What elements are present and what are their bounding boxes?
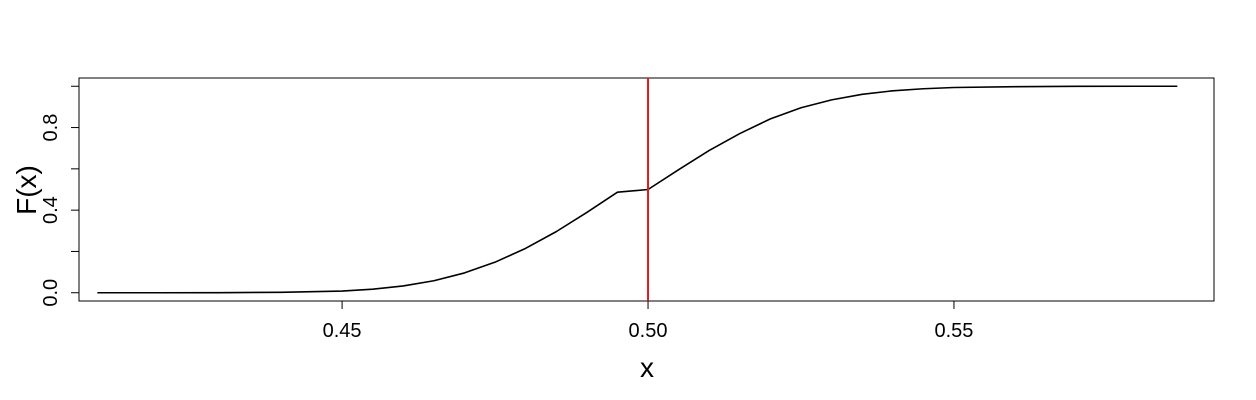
x-axis: 0.45 0.50 0.55	[323, 301, 973, 342]
cdf-line	[97, 85, 1178, 294]
series-layer	[97, 85, 1178, 294]
y-axis-title: F(x)	[11, 165, 42, 215]
x-tick-label: 0.55	[934, 320, 973, 342]
x-tick-label: 0.50	[629, 320, 668, 342]
y-tick-label: 0.0	[40, 279, 62, 307]
y-axis: 0.0 0.4 0.8	[40, 85, 79, 307]
y-tick-label: 0.4	[40, 196, 62, 224]
x-tick-label: 0.45	[323, 320, 362, 342]
plot-frame	[78, 77, 1215, 302]
x-axis-title: x	[640, 352, 654, 383]
y-tick-label: 0.8	[40, 114, 62, 142]
